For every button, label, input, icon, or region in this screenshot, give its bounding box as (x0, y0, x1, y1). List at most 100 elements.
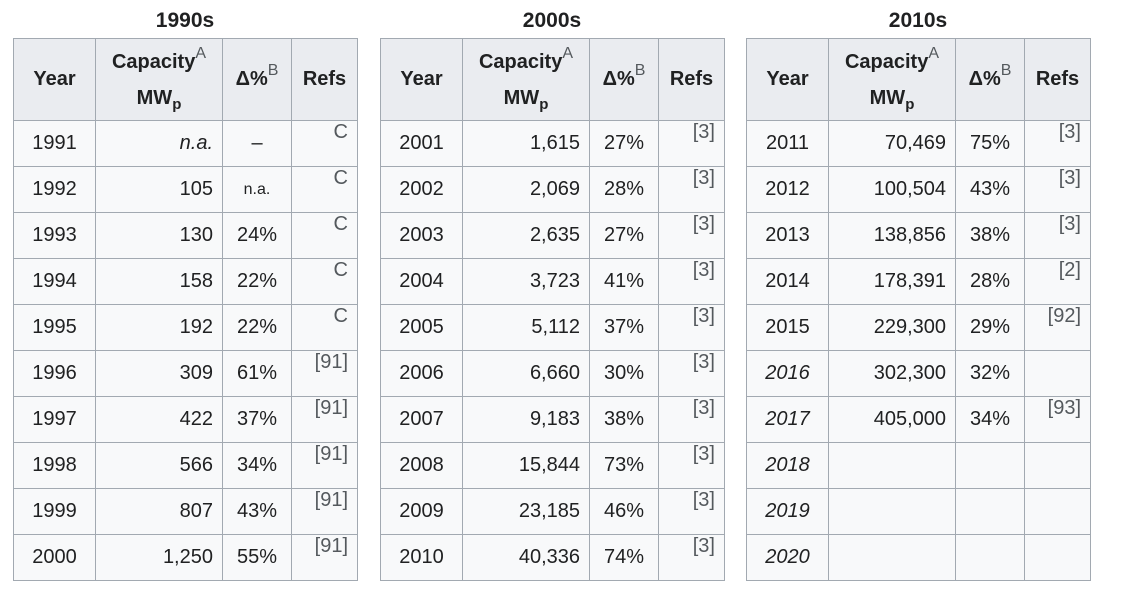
table-row: 2018 (746, 442, 1091, 489)
ref-cell[interactable]: C (291, 304, 358, 351)
capacity-cell: 6,660 (462, 350, 590, 397)
delta-cell: 28% (589, 166, 659, 213)
ref-cell[interactable]: [3] (658, 442, 725, 489)
ref-cell[interactable]: [91] (291, 350, 358, 397)
note-b-link[interactable]: B (267, 62, 279, 80)
delta-cell: 43% (955, 166, 1025, 213)
table-row: 1991 n.a. – C (13, 120, 358, 167)
year-cell: 2005 (380, 304, 463, 351)
ref-cell[interactable]: C (291, 166, 358, 213)
note-b-link[interactable]: B (1000, 62, 1012, 80)
delta-cell: 28% (955, 258, 1025, 305)
ref-cell[interactable]: [3] (658, 304, 725, 351)
capacity-cell: 23,185 (462, 488, 590, 535)
ref-cell[interactable]: [3] (658, 258, 725, 305)
ref-cell[interactable]: [3] (658, 396, 725, 443)
header-unit-sub: p (905, 95, 915, 113)
decade-title: 2010s (888, 9, 948, 32)
capacity-cell: 2,069 (462, 166, 590, 213)
year-cell: 2007 (380, 396, 463, 443)
delta-cell: 32% (955, 350, 1025, 397)
ref-cell[interactable]: [3] (658, 212, 725, 259)
header-unit: MW (136, 86, 173, 109)
table-row: 2015 229,300 29% [92] (746, 304, 1091, 351)
capacity-cell: 178,391 (828, 258, 956, 305)
note-b-link[interactable]: B (634, 62, 646, 80)
delta-cell: 22% (222, 258, 292, 305)
capacity-cell: 302,300 (828, 350, 956, 397)
ref-cell[interactable]: [91] (291, 488, 358, 535)
header-row: Year CapacityA MWp Δ%B Refs (13, 38, 358, 121)
ref-cell (1024, 488, 1091, 535)
year-cell: 2008 (380, 442, 463, 489)
capacity-cell: 2,635 (462, 212, 590, 259)
ref-cell[interactable]: [92] (1024, 304, 1091, 351)
capacity-cell: 158 (95, 258, 223, 305)
delta-cell (955, 442, 1025, 489)
ref-cell[interactable]: C (291, 120, 358, 167)
note-a-link[interactable]: A (195, 44, 207, 62)
header-row: Year CapacityA MWp Δ%B Refs (746, 38, 1091, 121)
ref-cell[interactable]: [3] (1024, 166, 1091, 213)
capacity-cell: 100,504 (828, 166, 956, 213)
capacity-cell: n.a. (95, 120, 223, 167)
capacity-cell: 405,000 (828, 396, 956, 443)
header-refs: Refs (1024, 38, 1091, 121)
table-row: 2019 (746, 488, 1091, 535)
capacity-table: Year CapacityA MWp Δ%B Refs 2001 1,615 27% [3] 20… (380, 38, 725, 581)
table-row: 2003 2,635 27% [3] (380, 212, 725, 259)
decade-title: 1990s (155, 9, 215, 32)
header-unit: MW (503, 86, 540, 109)
delta-cell: n.a. (222, 166, 292, 213)
note-a-link[interactable]: A (928, 44, 940, 62)
delta-cell: 27% (589, 212, 659, 259)
table-row: 2020 (746, 534, 1091, 581)
table-row: 2007 9,183 38% [3] (380, 396, 725, 443)
header-delta-label: Δ% (235, 68, 268, 90)
header-year: Year (380, 38, 463, 121)
ref-cell[interactable]: [3] (658, 534, 725, 581)
year-cell: 1999 (13, 488, 96, 535)
ref-cell[interactable]: [3] (1024, 120, 1091, 167)
year-cell: 1996 (13, 350, 96, 397)
decade-block-2: 2010s Year CapacityA MWp Δ%B Refs 2011 70,469 75… (746, 0, 1091, 581)
ref-cell[interactable]: [91] (291, 442, 358, 489)
table-row: 2017 405,000 34% [93] (746, 396, 1091, 443)
header-unit-sub: p (539, 95, 549, 113)
ref-cell[interactable]: [3] (658, 488, 725, 535)
ref-cell[interactable]: C (291, 258, 358, 305)
note-a-link[interactable]: A (562, 44, 574, 62)
ref-cell[interactable]: C (291, 212, 358, 259)
ref-cell[interactable]: [2] (1024, 258, 1091, 305)
delta-cell (955, 488, 1025, 535)
year-cell: 2001 (380, 120, 463, 167)
ref-cell[interactable]: [3] (658, 120, 725, 167)
capacity-cell (828, 488, 956, 535)
capacity-cell: 70,469 (828, 120, 956, 167)
capacity-cell: 807 (95, 488, 223, 535)
ref-cell[interactable]: [3] (658, 166, 725, 213)
year-cell: 2013 (746, 212, 829, 259)
table-row: 2001 1,615 27% [3] (380, 120, 725, 167)
ref-cell[interactable]: [93] (1024, 396, 1091, 443)
table-row: 2009 23,185 46% [3] (380, 488, 725, 535)
header-capacity-label: Capacity (844, 50, 929, 73)
header-capacity-label: Capacity (478, 50, 563, 73)
table-row: 1994 158 22% C (13, 258, 358, 305)
table-row: 1996 309 61% [91] (13, 350, 358, 397)
year-cell: 1997 (13, 396, 96, 443)
delta-cell: 34% (955, 396, 1025, 443)
ref-cell[interactable]: [3] (1024, 212, 1091, 259)
ref-cell[interactable]: [91] (291, 396, 358, 443)
ref-cell[interactable]: [91] (291, 534, 358, 581)
year-cell: 2009 (380, 488, 463, 535)
header-refs: Refs (291, 38, 358, 121)
year-cell: 2012 (746, 166, 829, 213)
table-row: 1992 105 n.a. C (13, 166, 358, 213)
decade-block-0: 1990s Year CapacityA MWp Δ%B Refs 1991 n.a. – C 19… (13, 0, 358, 581)
delta-cell: – (222, 120, 292, 167)
table-row: 1998 566 34% [91] (13, 442, 358, 489)
delta-cell: 73% (589, 442, 659, 489)
ref-cell[interactable]: [3] (658, 350, 725, 397)
table-row: 2014 178,391 28% [2] (746, 258, 1091, 305)
